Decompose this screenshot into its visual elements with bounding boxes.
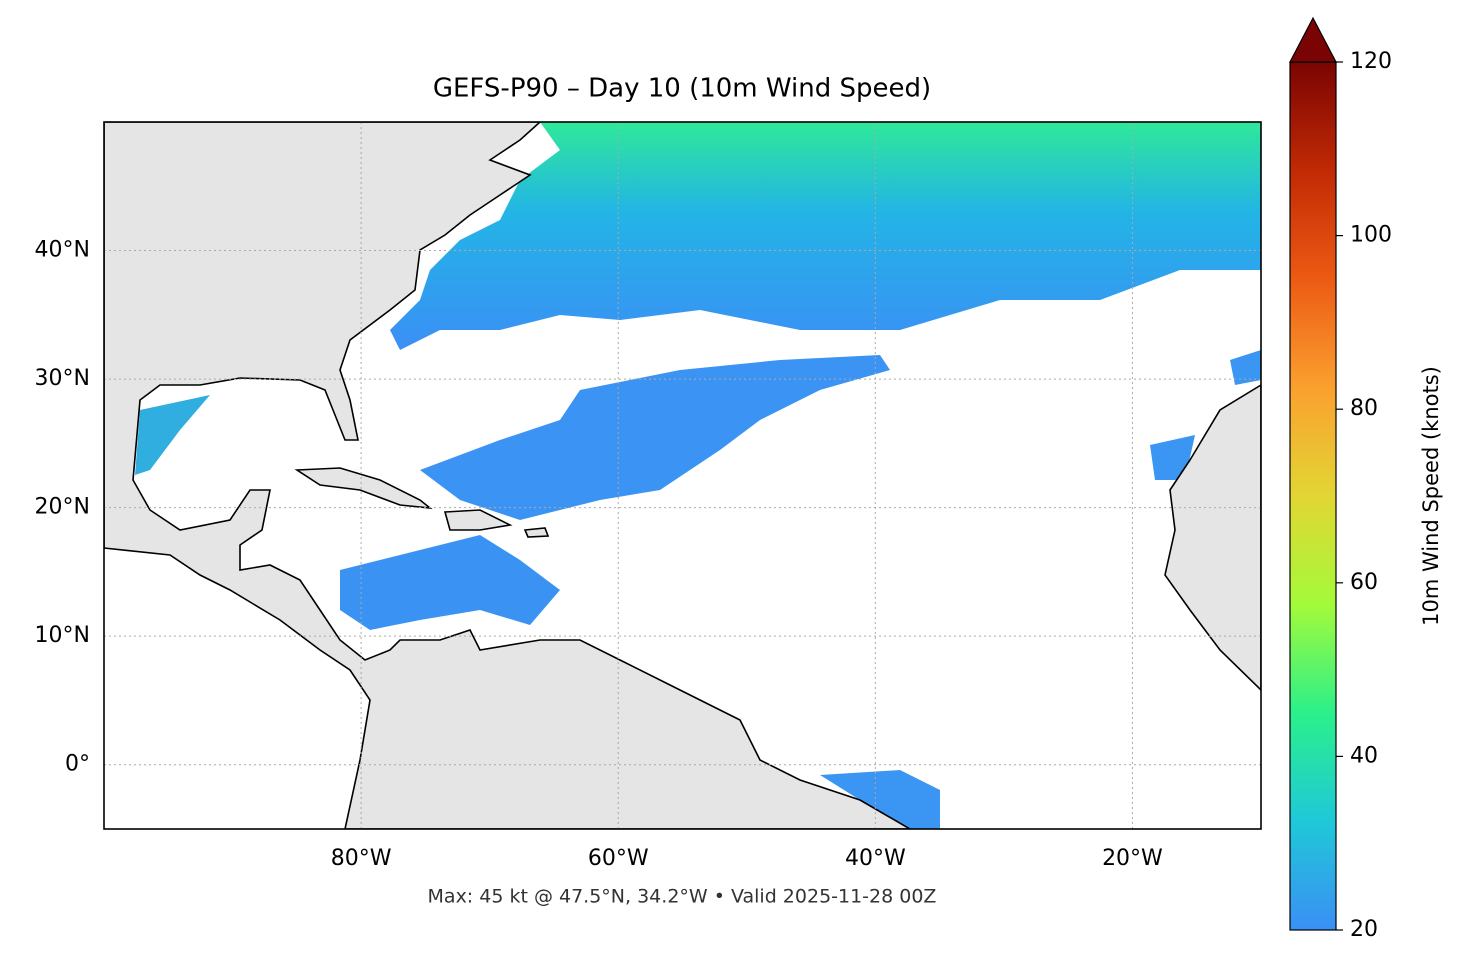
map-area xyxy=(104,122,1261,829)
island xyxy=(443,509,513,531)
footer-note: Max: 45 kt @ 47.5°N, 34.2°W • Valid 2025… xyxy=(428,886,937,908)
y-tick-label: 0° xyxy=(65,752,90,777)
colorbar-tick-label: 20 xyxy=(1350,917,1378,942)
colorbar-extend xyxy=(1289,16,1337,63)
wind-region xyxy=(135,395,210,475)
y-tick-label: 10°N xyxy=(35,623,90,648)
y-tick-label: 40°N xyxy=(35,238,90,263)
land xyxy=(1164,384,1261,692)
x-tick-label: 40°W xyxy=(845,846,906,871)
colorbar-label: 10m Wind Speed (knots) xyxy=(1419,366,1443,626)
wind-region xyxy=(340,535,560,630)
colorbar: 20 40 60 80 100 120 xyxy=(1289,16,1392,942)
y-tick-label: 30°N xyxy=(35,366,90,391)
y-tick-label: 20°N xyxy=(35,495,90,520)
map-title: GEFS-P90 – Day 10 (10m Wind Speed) xyxy=(433,74,931,104)
colorbar-tick-label: 40 xyxy=(1350,743,1378,768)
wind-region xyxy=(420,355,890,520)
x-tick-label: 20°W xyxy=(1102,846,1163,871)
wind-region xyxy=(1230,350,1261,385)
colorbar-tick-label: 120 xyxy=(1350,49,1392,74)
land xyxy=(104,122,912,829)
colorbar-scale xyxy=(1289,61,1337,931)
x-tick-label: 80°W xyxy=(331,846,392,871)
wind-region xyxy=(820,770,940,829)
x-tick-label: 60°W xyxy=(588,846,649,871)
ticks: 80°W 60°W 40°W 20°W 0° 10°N 20°N 30°N 40°N xyxy=(35,238,1164,871)
colorbar-tick-label: 80 xyxy=(1350,396,1378,421)
colorbar-tick-label: 60 xyxy=(1350,570,1378,595)
colorbar-tick-label: 100 xyxy=(1350,223,1392,248)
wind-region xyxy=(390,122,1261,350)
island xyxy=(523,527,550,538)
map-frame xyxy=(103,121,1262,830)
